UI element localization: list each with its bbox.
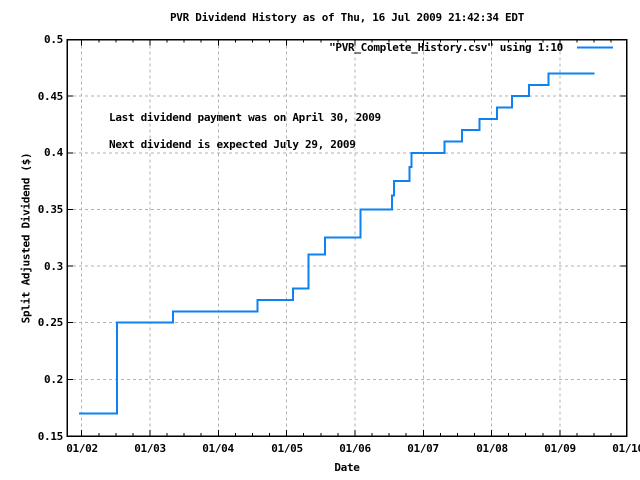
- x-tick-label: 01/06: [339, 442, 371, 455]
- y-axis-label: Split Adjusted Dividend ($): [19, 152, 33, 324]
- y-tick-label: 0.15: [37, 430, 64, 443]
- y-tick-label: 0.25: [37, 316, 64, 329]
- x-tick-label: 01/07: [407, 442, 439, 455]
- x-tick-label: 01/08: [476, 442, 508, 455]
- chart-title: PVR Dividend History as of Thu, 16 Jul 2…: [169, 11, 525, 24]
- x-tick-label: 01/03: [134, 442, 166, 455]
- x-tick-label: 01/10: [612, 442, 640, 455]
- annotation-next-dividend: Next dividend is expected July 29, 2009: [109, 138, 356, 151]
- annotation-last-dividend: Last dividend payment was on April 30, 2…: [109, 111, 381, 124]
- legend-label: "PVR_Complete_History.csv" using 1:10: [329, 41, 563, 54]
- y-tick-label: 0.5: [44, 33, 63, 46]
- dividend-step-line: [79, 72, 595, 415]
- x-tick-label: 01/09: [544, 442, 576, 455]
- plot-border: [66, 38, 628, 437]
- x-tick-label: 01/04: [202, 442, 234, 455]
- x-axis-label: Date: [334, 461, 360, 474]
- y-tick-label: 0.3: [44, 260, 63, 273]
- y-tick-label: 0.4: [44, 146, 63, 159]
- y-tick-label: 0.45: [37, 90, 64, 103]
- y-tick-label: 0.2: [44, 373, 63, 386]
- x-tick-label: 01/05: [271, 442, 303, 455]
- x-tick-label: 01/02: [66, 442, 98, 455]
- y-tick-label: 0.35: [37, 203, 64, 216]
